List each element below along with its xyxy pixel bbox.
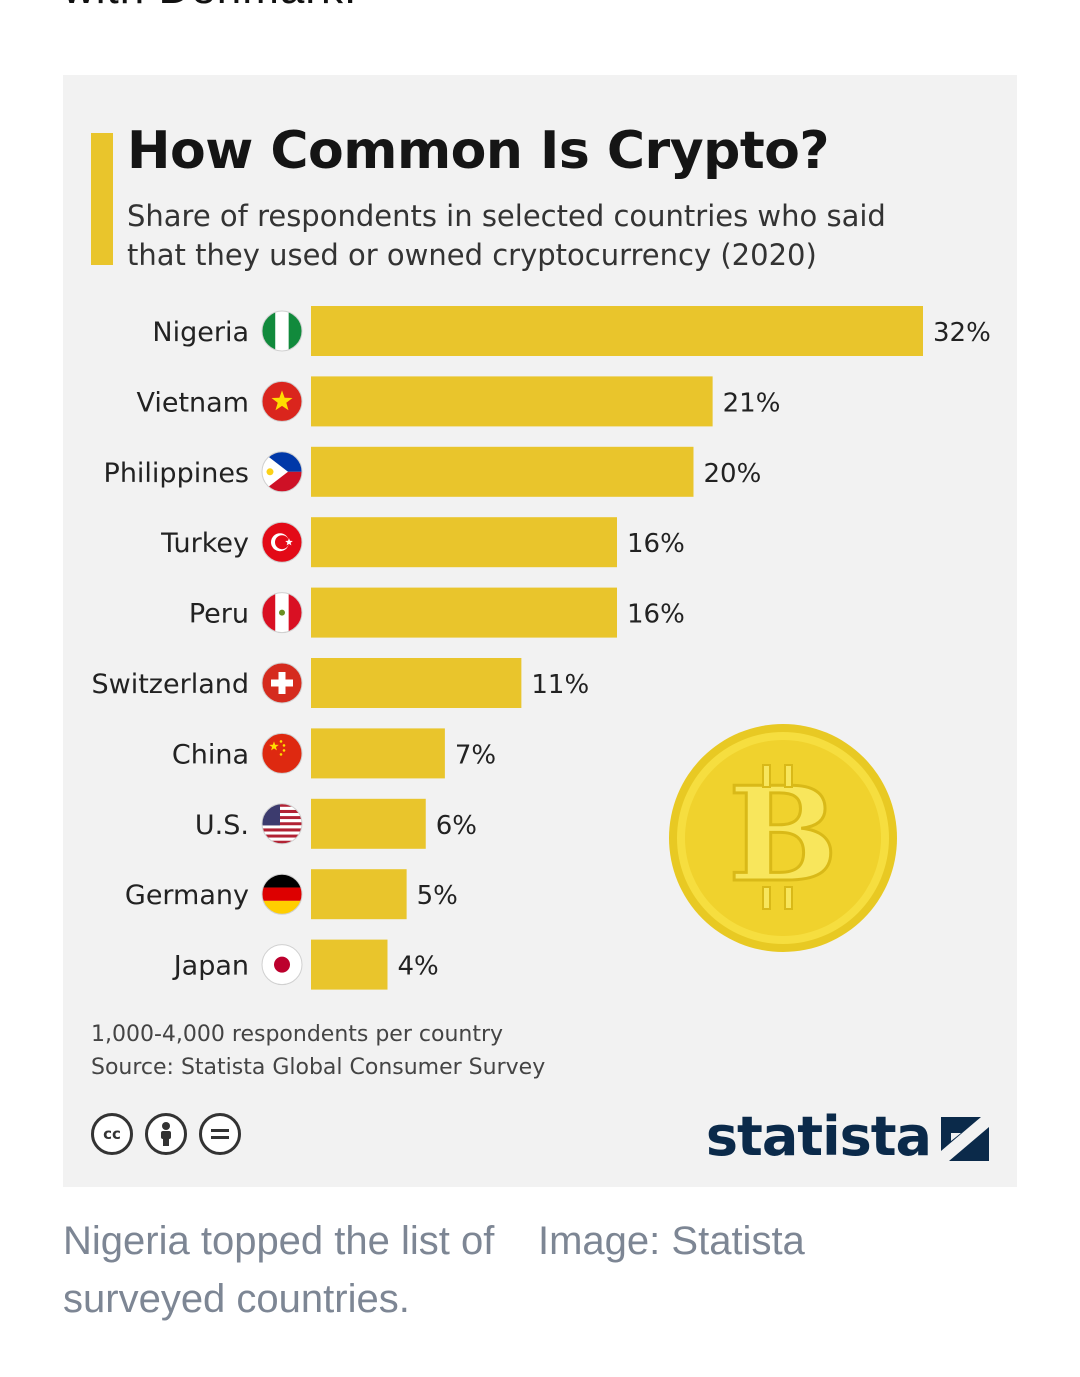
value-label: 16% [627, 529, 685, 559]
category-label: Philippines [104, 458, 249, 489]
image-caption: Nigeria topped the list of surveyed coun… [63, 1219, 495, 1321]
bar-japan [311, 939, 388, 990]
bar-germany [311, 869, 407, 920]
bitcoin-symbol-icon: B [728, 758, 838, 911]
vietnam-flag-icon [261, 380, 303, 422]
cc-icon[interactable]: cc [91, 1113, 133, 1155]
bar-chart: Nigeria 32% Vietnam 21% Philippines 20% Turkey… [92, 306, 991, 990]
infographic-card: How Common Is Crypto? Share of responden… [63, 75, 1017, 1187]
previous-paragraph-text: with Denmark. [63, 0, 357, 14]
statista-logo[interactable]: statista [706, 1105, 989, 1168]
attribution-icon[interactable] [145, 1113, 187, 1155]
statista-mark-icon [941, 1116, 989, 1161]
value-label: 32% [933, 318, 991, 348]
chart-title: How Common Is Crypto? [127, 121, 830, 181]
bar-turkey [311, 517, 617, 568]
turkey-flag-icon [261, 521, 303, 563]
bar-switzerland [311, 658, 522, 708]
value-label: 5% [417, 881, 458, 911]
bar-china [311, 728, 445, 779]
bar-us [311, 798, 426, 849]
us-flag-icon [261, 803, 303, 845]
germany-flag-icon [261, 873, 303, 915]
bar-peru [311, 587, 617, 638]
category-label: Japan [172, 951, 249, 982]
value-label: 4% [398, 952, 439, 982]
license-icons: cc [91, 1113, 241, 1155]
category-label: Peru [189, 599, 249, 630]
category-label: Germany [125, 880, 249, 911]
bar-vietnam [311, 376, 713, 427]
value-label: 11% [531, 670, 589, 700]
philippines-flag-icon [261, 451, 303, 493]
value-label: 20% [704, 459, 762, 489]
nigeria-flag-icon [261, 310, 303, 352]
category-label: Nigeria [152, 317, 249, 348]
value-label: 21% [723, 388, 781, 418]
value-label: 6% [436, 811, 477, 841]
category-label: Turkey [160, 528, 249, 559]
china-flag-icon [261, 732, 303, 774]
bar-nigeria [311, 306, 923, 356]
category-label: Switzerland [92, 669, 250, 700]
japan-flag-icon [261, 944, 303, 986]
image-credit: Image: Statista [538, 1219, 805, 1263]
brand-name: statista [705, 1105, 932, 1168]
no-derivatives-icon[interactable] [199, 1113, 241, 1155]
switzerland-flag-icon [261, 662, 303, 704]
bar-philippines [311, 446, 694, 497]
chart-subtitle: Share of respondents in selected countri… [127, 199, 886, 272]
value-label: 7% [455, 740, 496, 770]
bitcoin-coin-icon: B [669, 724, 897, 952]
source-note: Source: Statista Global Consumer Survey [91, 1055, 546, 1080]
accent-bar [91, 133, 113, 265]
respondents-note: 1,000-4,000 respondents per country [91, 1022, 504, 1047]
peru-flag-icon [261, 592, 303, 634]
value-label: 16% [627, 600, 685, 630]
category-label: China [172, 739, 249, 770]
category-label: U.S. [195, 810, 249, 841]
category-label: Vietnam [136, 387, 249, 418]
